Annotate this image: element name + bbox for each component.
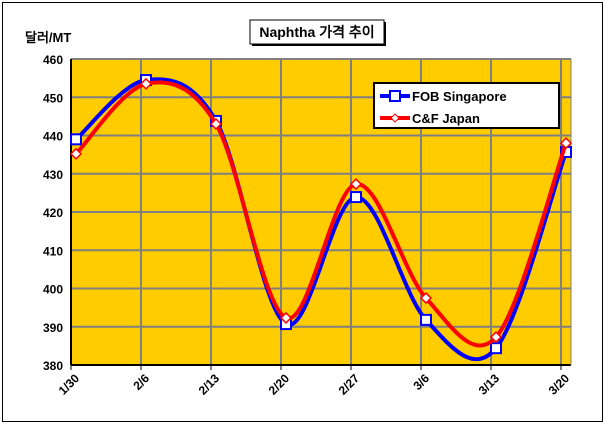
y-tick-label: 430: [43, 168, 63, 182]
legend-label: FOB Singapore: [412, 89, 507, 104]
data-point-cf: [279, 311, 293, 325]
y-tick-label: 440: [43, 130, 63, 144]
y-tick-label: 380: [43, 359, 63, 373]
data-point-cf: [209, 117, 223, 131]
x-tick-label: 3/6: [410, 371, 432, 393]
y-tick-label: 450: [43, 91, 63, 105]
data-point-cf: [559, 137, 573, 150]
y-axis-label: 달러/MT: [25, 30, 71, 45]
legend-box: [373, 82, 560, 129]
y-tick-label: 420: [43, 206, 63, 220]
x-tick-label: 2/6: [130, 371, 152, 393]
y-tick-label: 410: [43, 244, 63, 258]
legend: FOB Singapore C&F Japan: [373, 82, 560, 129]
data-point-fob: [350, 191, 362, 204]
data-point-cf: [139, 77, 153, 90]
x-tick-label: 3/13: [476, 371, 503, 398]
y-tick-label: 460: [43, 53, 63, 67]
data-point-cf: [489, 331, 503, 344]
data-point-cf: [419, 292, 433, 305]
x-tick-label: 3/20: [546, 371, 573, 398]
chart-title-box: Naphtha 가격 추이: [249, 19, 386, 46]
chart-title: Naphtha 가격 추이: [259, 24, 374, 40]
x-tick-label: 2/20: [266, 371, 293, 398]
y-tick-label: 390: [43, 321, 63, 335]
legend-marker-diamond: [390, 113, 400, 123]
x-tick-label: 2/13: [196, 371, 223, 398]
y-tick-label: 400: [43, 283, 63, 297]
legend-label: C&F Japan: [412, 111, 480, 126]
data-point-fob: [420, 313, 432, 326]
x-tick-label: 1/30: [56, 371, 83, 398]
data-point-cf: [349, 178, 363, 191]
title-box: [249, 19, 385, 45]
data-point-fob: [490, 342, 502, 355]
data-point-fob: [70, 133, 82, 146]
legend-marker-square: [389, 90, 401, 102]
data-point-cf: [69, 147, 83, 160]
x-tick-label: 2/27: [336, 371, 363, 398]
